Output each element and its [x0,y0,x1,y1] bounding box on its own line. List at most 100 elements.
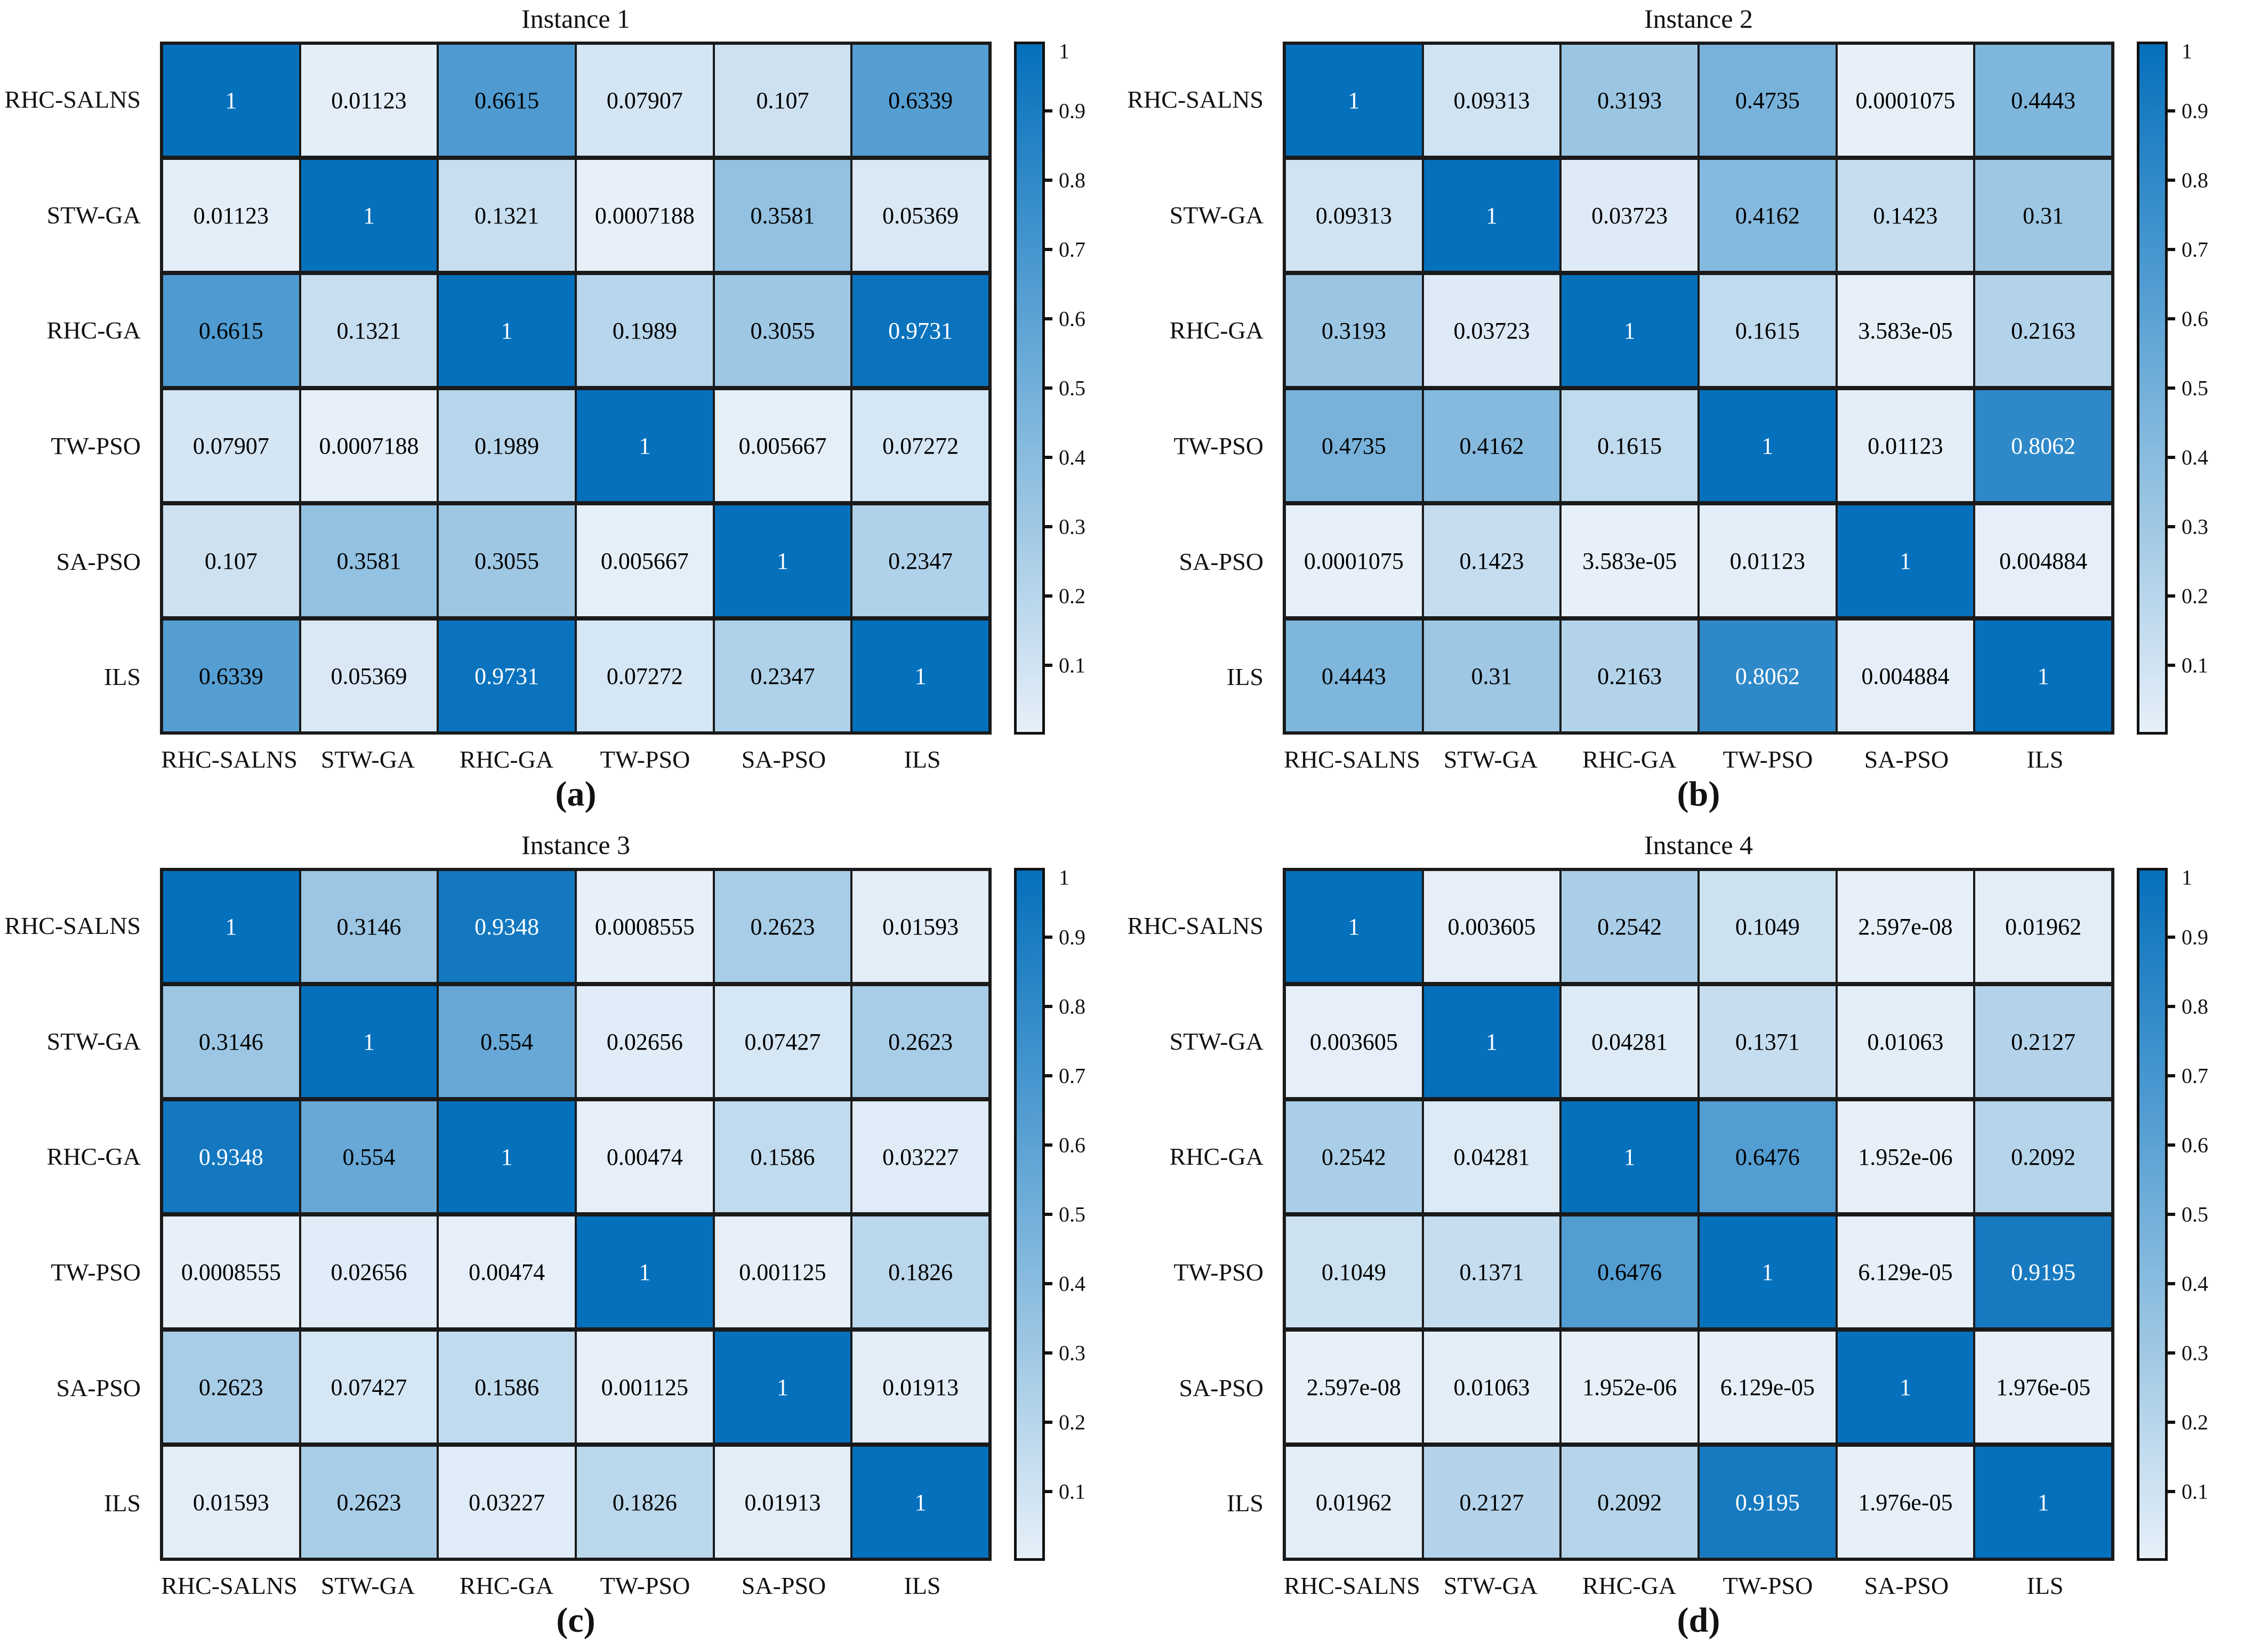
x-axis-label: STW-GA [320,1572,415,1599]
heatmap-cell: 0.03723 [1562,160,1697,271]
heatmap-cell: 0.0001075 [1837,45,1974,156]
heatmap-cell: 1 [714,1332,851,1443]
y-axis-label: RHC-SALNS [4,85,141,113]
heatmap-cell: 0.03723 [1423,275,1560,386]
heatmap-cell: 0.01123 [301,45,437,156]
heatmap-cell: 0.01913 [852,1332,988,1443]
colorbar-tick [1044,1490,1052,1493]
colorbar-tick-label: 0.7 [1059,237,1085,262]
heatmap-cell: 1 [1975,1447,2111,1558]
colorbar-tick-label: 0.2 [1059,1410,1085,1435]
colorbar-tick-label: 0.8 [2182,168,2208,192]
colorbar [2137,42,2168,735]
heatmap-cell: 0.04281 [1423,1101,1560,1212]
colorbar-tick-label: 0.1 [1059,653,1085,678]
heatmap-cell: 1.952e-06 [1837,1101,1974,1212]
colorbar-tick-label: 0.5 [2182,1202,2208,1227]
colorbar [1014,868,1045,1561]
x-axis-label: TW-PSO [1723,1572,1813,1599]
heatmap-cell: 0.0007188 [301,390,437,501]
heatmap-cell: 0.6339 [852,45,988,156]
heatmap-cell: 0.07272 [852,390,988,501]
heatmap-cell: 6.129e-05 [1837,1216,1974,1327]
heatmap-cell: 1 [1837,1332,1974,1443]
colorbar-tick-label: 1 [2182,39,2192,63]
heatmap-cell: 0.3146 [163,986,299,1097]
colorbar-tick [1044,1213,1052,1216]
colorbar-tick-label: 0.6 [2182,307,2208,331]
colorbar-tick [1044,1074,1052,1077]
colorbar-tick [2167,1213,2175,1216]
heatmap-cell: 1 [1286,871,1422,982]
colorbar-tick-label: 0.3 [1059,1341,1085,1365]
panel-caption: (d) [1677,1601,1720,1640]
colorbar-tick-label: 0.1 [2182,653,2208,678]
y-axis-label: STW-GA [1169,201,1264,229]
x-axis-label: RHC-GA [1582,746,1677,773]
panel-caption: (a) [555,775,597,813]
heatmap-cell: 1 [301,160,437,271]
heatmap-cell: 0.09313 [1286,160,1422,271]
colorbar-tick [1044,1351,1052,1355]
y-axis-label: RHC-GA [46,1143,141,1171]
colorbar-tick-label: 0.3 [2182,514,2208,539]
colorbar-tick [2167,594,2175,598]
heatmap-cell: 0.4735 [1286,390,1422,501]
colorbar-tick-label: 0.8 [2182,994,2208,1019]
heatmap-cell: 0.01962 [1975,871,2111,982]
panel-instance-2: Instance 2 RHC-SALNS STW-GA RHC-GA TW-PSO SA… [1123,0,2245,826]
heatmap-cell: 1 [1700,1216,1836,1327]
heatmap-cell: 0.31 [1423,620,1560,731]
heatmap-cell: 0.1321 [439,160,575,271]
colorbar-tick-label: 0.4 [1059,1271,1085,1296]
heatmap-cell: 3.583e-05 [1562,505,1697,616]
heatmap-cell: 1 [301,986,437,1097]
heatmap-matrix: 1 0.003605 0.2542 0.1049 2.597e-08 0.01962 0.0… [1283,868,2114,1561]
colorbar-tick-label: 0.9 [1059,99,1085,123]
panel-title: Instance 3 [521,830,631,860]
heatmap-cell: 2.597e-08 [1286,1332,1422,1443]
x-axis-label: STW-GA [1443,746,1538,773]
colorbar-tick [2167,456,2175,459]
heatmap-cell: 0.2623 [301,1447,437,1558]
heatmap-cell: 0.554 [301,1101,437,1212]
colorbar-tick-label: 0.4 [2182,1271,2208,1296]
heatmap-cell: 0.2163 [1562,620,1697,731]
heatmap-cell: 1.976e-05 [1837,1447,1974,1558]
panel-title: Instance 1 [521,4,631,34]
heatmap-cell: 1 [1837,505,1974,616]
heatmap-cell: 0.3581 [301,505,437,616]
y-axis-label: SA-PSO [1179,547,1264,575]
heatmap-cell: 0.005667 [714,390,851,501]
colorbar-tick-label: 1 [1059,39,1069,63]
heatmap-cell: 0.003605 [1286,986,1422,1097]
x-axis-label: TW-PSO [1723,746,1813,773]
y-axis-label: RHC-SALNS [1127,912,1264,939]
heatmap-cell: 0.6615 [439,45,575,156]
heatmap-cell: 0.9195 [1975,1216,2111,1327]
colorbar-tick-label: 0.5 [1059,1202,1085,1227]
heatmap-cell: 1 [1975,620,2111,731]
colorbar-tick [1044,525,1052,528]
heatmap-cell: 1 [439,275,575,386]
heatmap-cell: 0.4162 [1700,160,1836,271]
colorbar-tick-label: 0.5 [2182,376,2208,400]
y-axis-labels: RHC-SALNS STW-GA RHC-GA TW-PSO SA-PSO ILS [0,42,150,735]
heatmap-cell: 0.1989 [577,275,713,386]
y-axis-label: RHC-GA [46,317,141,344]
colorbar-tick [1044,386,1052,390]
heatmap-cell: 0.004884 [1837,620,1974,731]
y-axis-label: SA-PSO [56,1374,141,1401]
y-axis-label: RHC-GA [1169,317,1264,344]
x-axis-label: RHC-GA [459,746,554,773]
heatmap-cell: 0.001125 [714,1216,851,1327]
x-axis-labels: RHC-SALNS STW-GA RHC-GA TW-PSO SA-PSO ILS [1283,745,2114,773]
colorbar-tick-label: 0.6 [1059,1133,1085,1157]
heatmap-cell: 0.004884 [1975,505,2111,616]
y-axis-labels: RHC-SALNS STW-GA RHC-GA TW-PSO SA-PSO ILS [1123,868,1273,1561]
colorbar-tick [1044,1005,1052,1008]
heatmap-cell: 1.952e-06 [1562,1332,1697,1443]
colorbar-tick [2167,386,2175,390]
heatmap-cell: 1 [1423,986,1560,1097]
